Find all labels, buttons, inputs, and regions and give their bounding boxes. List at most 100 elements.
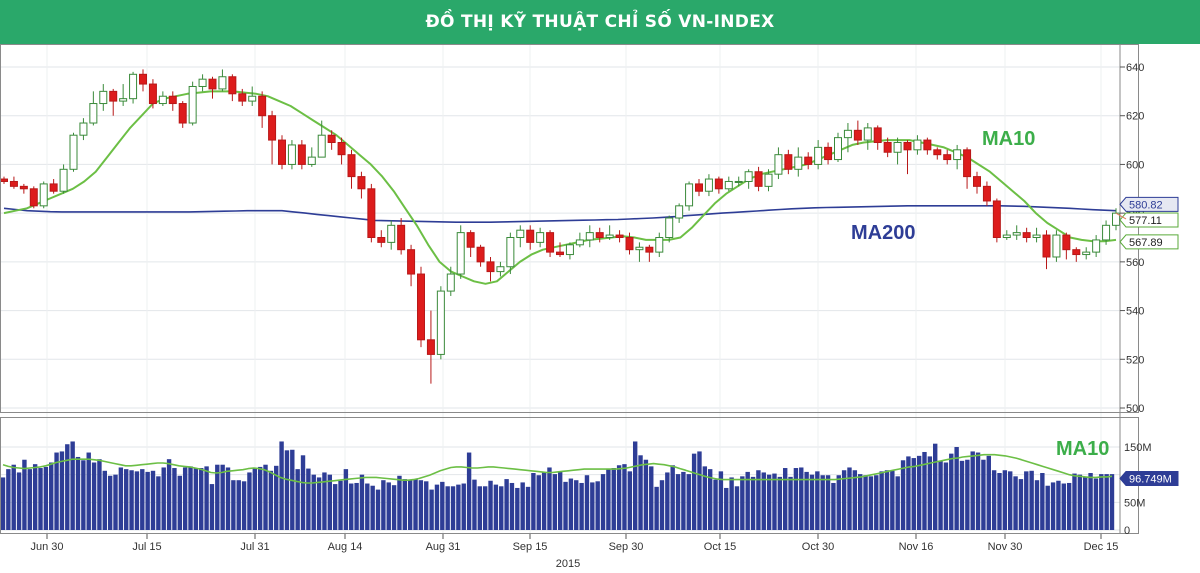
volume-bar	[220, 464, 225, 530]
candle-down	[784, 154, 793, 170]
candle-up	[198, 78, 207, 87]
volume-bar	[274, 465, 279, 530]
volume-bar	[306, 468, 311, 530]
candle-down	[1072, 249, 1081, 256]
volume-bar	[424, 481, 429, 530]
volume-bar	[879, 471, 884, 530]
candle-up	[317, 134, 326, 158]
candle-down	[228, 76, 237, 95]
volume-bar	[91, 462, 97, 530]
candle-down	[268, 115, 277, 141]
ma200-annotation: MA200	[851, 222, 915, 244]
date-tick-label: Oct 30	[802, 541, 834, 553]
volume-bar	[531, 473, 536, 530]
volume-bar	[241, 481, 247, 530]
candle-down	[714, 178, 723, 190]
volume-bar	[413, 479, 418, 530]
volume-bar	[1050, 482, 1056, 530]
candle-up	[119, 98, 128, 102]
candle-down	[804, 156, 813, 165]
volume-bar	[831, 482, 836, 530]
candle-down	[695, 183, 703, 192]
volume-bar	[499, 486, 504, 530]
candle-up	[724, 180, 733, 190]
candle-down	[1062, 234, 1071, 251]
volume-bar	[504, 479, 509, 530]
candle-up	[188, 85, 197, 124]
candle-up	[1092, 239, 1101, 253]
candle-down	[208, 78, 217, 90]
volume-bar	[268, 470, 274, 530]
volume-bar	[359, 474, 365, 530]
volume-bar	[322, 472, 327, 530]
volume-bar	[156, 476, 161, 530]
volume-bar	[756, 470, 761, 530]
last-price-tag-shape	[1119, 212, 1179, 228]
volume-bar	[370, 485, 375, 530]
volume-bar	[166, 459, 172, 530]
candle-down	[367, 188, 376, 239]
volume-bar	[391, 485, 397, 530]
volume-bar	[691, 453, 697, 530]
volume-bar	[445, 486, 450, 530]
candle-up	[89, 103, 98, 124]
volume-bar	[365, 483, 370, 530]
candle-down	[258, 95, 267, 117]
volume-bar	[841, 470, 847, 530]
volume-bar	[145, 471, 150, 530]
candle-up	[39, 183, 48, 207]
volume-bar	[193, 468, 199, 530]
volume-bar	[541, 472, 547, 530]
volume-bar	[477, 486, 483, 530]
date-tick-label: Jul 31	[240, 541, 269, 553]
candle-down	[883, 142, 892, 153]
volume-bar	[890, 470, 895, 530]
candle-up	[158, 95, 167, 105]
candle-up	[565, 244, 574, 256]
volume-value-tag-shape	[1119, 470, 1179, 486]
candle-up	[843, 129, 852, 139]
volume-bar	[65, 444, 70, 530]
candle-down	[1022, 232, 1031, 238]
volume-bar	[263, 464, 268, 530]
candle-down	[526, 229, 535, 243]
volume-bar	[713, 479, 718, 530]
volume-bar	[466, 452, 472, 530]
volume-bar	[1008, 471, 1013, 530]
volume-tick-label: 50M	[1124, 497, 1145, 509]
volume-bar	[595, 481, 600, 530]
volume-bar	[107, 475, 113, 530]
volume-bar	[868, 476, 874, 530]
price-tick-label: 560	[1126, 257, 1144, 269]
volume-bar	[209, 484, 215, 530]
volume-bars	[0, 441, 1115, 530]
candle-down	[407, 249, 416, 275]
volume-bar	[938, 460, 943, 530]
last-price-tag-text: 577.11	[1129, 215, 1162, 227]
candle-down	[357, 176, 366, 190]
candle-up	[655, 237, 664, 253]
annotations: MA10 MA200 MA10	[851, 128, 1109, 460]
volume-bar	[472, 479, 477, 530]
volume-ma10-layer	[2, 453, 1113, 484]
volume-bar	[986, 455, 991, 530]
volume-bar	[766, 474, 772, 530]
ma200-value-tag-text: 580.82	[1129, 199, 1163, 211]
price-gridlines	[0, 66, 1120, 409]
volume-bar	[970, 451, 975, 530]
volume-ma10-annotation: MA10	[1056, 438, 1109, 460]
volume-bar	[707, 469, 713, 530]
volume-bar	[600, 474, 606, 530]
candle-down	[109, 90, 118, 102]
volume-bar	[616, 465, 622, 530]
volume-bar	[949, 453, 954, 530]
volume-bar	[568, 478, 574, 530]
volume-bar	[22, 459, 27, 530]
volume-bar	[461, 483, 466, 530]
date-tick-label: Dec 15	[1084, 541, 1119, 553]
volume-bar	[525, 486, 531, 530]
candle-up	[248, 95, 257, 102]
volume-bar	[177, 475, 182, 530]
volume-bar	[857, 474, 863, 530]
candle-up	[436, 290, 445, 355]
